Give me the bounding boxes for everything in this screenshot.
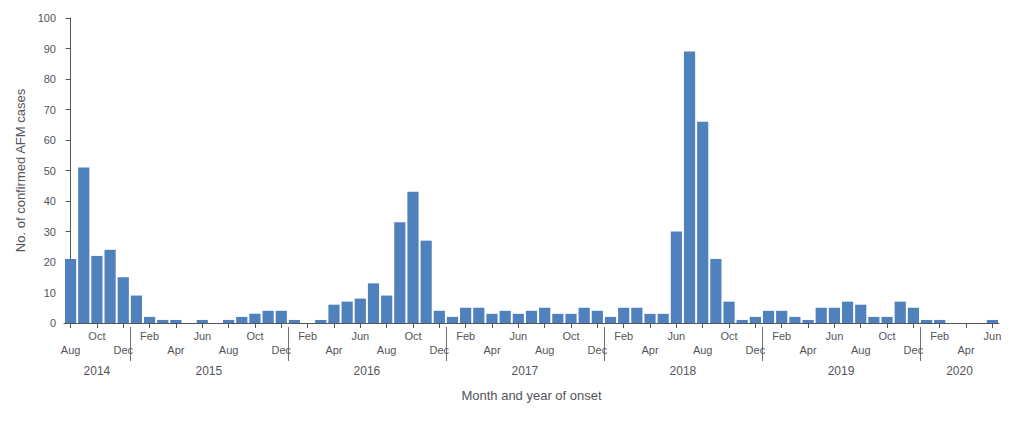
- svg-text:0: 0: [50, 317, 56, 329]
- svg-text:Aug: Aug: [693, 344, 713, 356]
- svg-text:2015: 2015: [196, 364, 223, 378]
- svg-text:Apr: Apr: [325, 344, 342, 356]
- svg-text:Oct: Oct: [404, 330, 421, 342]
- svg-text:Oct: Oct: [562, 330, 579, 342]
- svg-text:Aug: Aug: [851, 344, 871, 356]
- svg-text:Apr: Apr: [799, 344, 816, 356]
- svg-text:80: 80: [44, 73, 56, 85]
- svg-text:Aug: Aug: [535, 344, 555, 356]
- svg-text:Dec: Dec: [113, 344, 133, 356]
- svg-text:2017: 2017: [512, 364, 539, 378]
- svg-text:2019: 2019: [828, 364, 855, 378]
- svg-text:Dec: Dec: [272, 344, 292, 356]
- svg-text:Dec: Dec: [588, 344, 608, 356]
- svg-text:Jun: Jun: [351, 330, 369, 342]
- svg-text:Oct: Oct: [246, 330, 263, 342]
- svg-text:20: 20: [44, 256, 56, 268]
- svg-text:Oct: Oct: [88, 330, 105, 342]
- svg-text:Jun: Jun: [193, 330, 211, 342]
- svg-text:2018: 2018: [670, 364, 697, 378]
- svg-text:Oct: Oct: [720, 330, 737, 342]
- svg-text:60: 60: [44, 134, 56, 146]
- svg-text:50: 50: [44, 165, 56, 177]
- svg-text:70: 70: [44, 104, 56, 116]
- svg-text:Apr: Apr: [483, 344, 500, 356]
- svg-text:Apr: Apr: [958, 344, 975, 356]
- svg-text:100: 100: [38, 12, 56, 24]
- svg-text:Feb: Feb: [456, 330, 475, 342]
- svg-text:Feb: Feb: [298, 330, 317, 342]
- svg-text:Jun: Jun: [826, 330, 844, 342]
- svg-text:40: 40: [44, 195, 56, 207]
- svg-text:Jun: Jun: [509, 330, 527, 342]
- svg-text:Oct: Oct: [879, 330, 896, 342]
- svg-text:Dec: Dec: [746, 344, 766, 356]
- svg-text:Feb: Feb: [614, 330, 633, 342]
- svg-text:Feb: Feb: [772, 330, 791, 342]
- svg-text:2020: 2020: [946, 364, 973, 378]
- svg-text:Feb: Feb: [930, 330, 949, 342]
- svg-text:Dec: Dec: [430, 344, 450, 356]
- svg-text:Apr: Apr: [641, 344, 658, 356]
- svg-text:Jun: Jun: [984, 330, 1002, 342]
- svg-text:Apr: Apr: [167, 344, 184, 356]
- svg-text:2016: 2016: [354, 364, 381, 378]
- svg-text:Month and year of onset: Month and year of onset: [461, 388, 602, 403]
- svg-text:No. of confirmed AFM cases: No. of confirmed AFM cases: [13, 88, 28, 252]
- svg-text:30: 30: [44, 226, 56, 238]
- svg-text:10: 10: [44, 287, 56, 299]
- svg-text:Feb: Feb: [140, 330, 159, 342]
- svg-text:2014: 2014: [84, 364, 111, 378]
- svg-text:90: 90: [44, 43, 56, 55]
- svg-text:Dec: Dec: [904, 344, 924, 356]
- svg-text:Aug: Aug: [377, 344, 397, 356]
- svg-text:Aug: Aug: [219, 344, 239, 356]
- svg-text:Jun: Jun: [667, 330, 685, 342]
- svg-text:Aug: Aug: [61, 344, 81, 356]
